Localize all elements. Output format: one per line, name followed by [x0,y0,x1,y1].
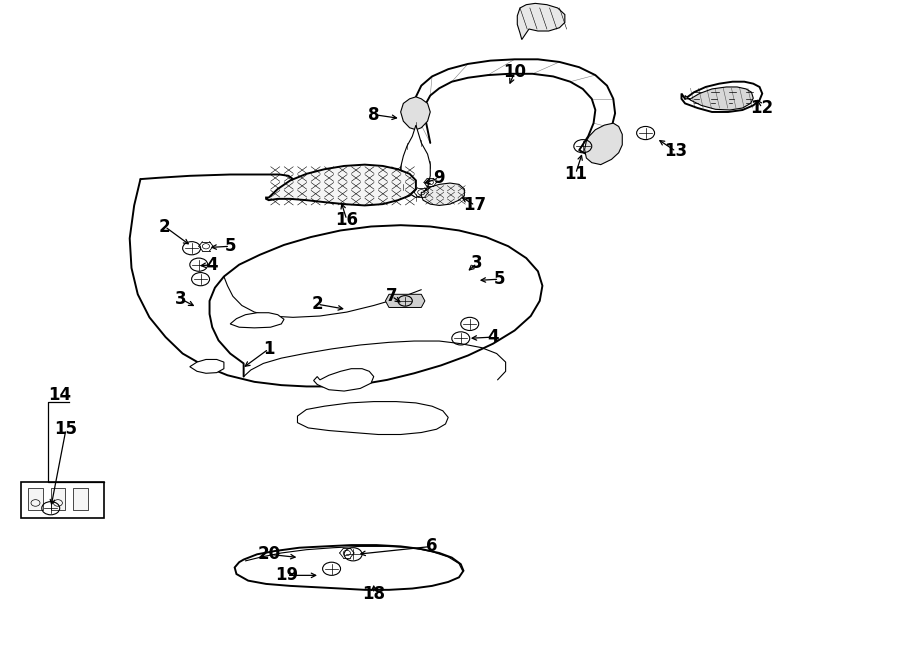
Polygon shape [400,97,430,130]
Text: 7: 7 [386,288,398,305]
Text: 16: 16 [336,211,358,229]
Text: 18: 18 [362,585,385,603]
Text: 1: 1 [263,340,274,358]
Text: 8: 8 [368,106,380,124]
Polygon shape [421,183,464,206]
Polygon shape [190,360,224,373]
Polygon shape [385,294,425,307]
Text: 15: 15 [55,420,77,438]
Text: 9: 9 [434,169,445,187]
Text: 4: 4 [487,328,499,346]
Text: 3: 3 [471,254,482,272]
Text: 10: 10 [503,63,526,81]
Polygon shape [685,87,753,110]
Polygon shape [298,402,448,434]
Polygon shape [266,165,416,206]
Text: 11: 11 [564,165,587,183]
Text: 19: 19 [275,566,298,584]
Text: 13: 13 [664,143,688,161]
Text: 5: 5 [493,270,505,288]
Polygon shape [585,123,622,165]
Text: 20: 20 [257,545,280,563]
Text: 17: 17 [464,196,487,214]
Text: 12: 12 [751,99,774,117]
Text: 14: 14 [48,386,71,404]
Text: 2: 2 [159,217,170,235]
Polygon shape [230,313,284,328]
Text: 3: 3 [175,290,186,308]
FancyBboxPatch shape [73,488,87,510]
FancyBboxPatch shape [21,482,104,518]
Polygon shape [681,82,762,112]
FancyBboxPatch shape [50,488,65,510]
FancyBboxPatch shape [28,488,42,510]
Polygon shape [400,125,430,198]
Text: 5: 5 [224,237,236,255]
Text: 2: 2 [311,295,323,313]
Text: 6: 6 [427,537,437,555]
Text: 4: 4 [206,256,218,274]
Polygon shape [235,545,464,590]
Polygon shape [518,3,565,40]
Polygon shape [313,369,374,391]
